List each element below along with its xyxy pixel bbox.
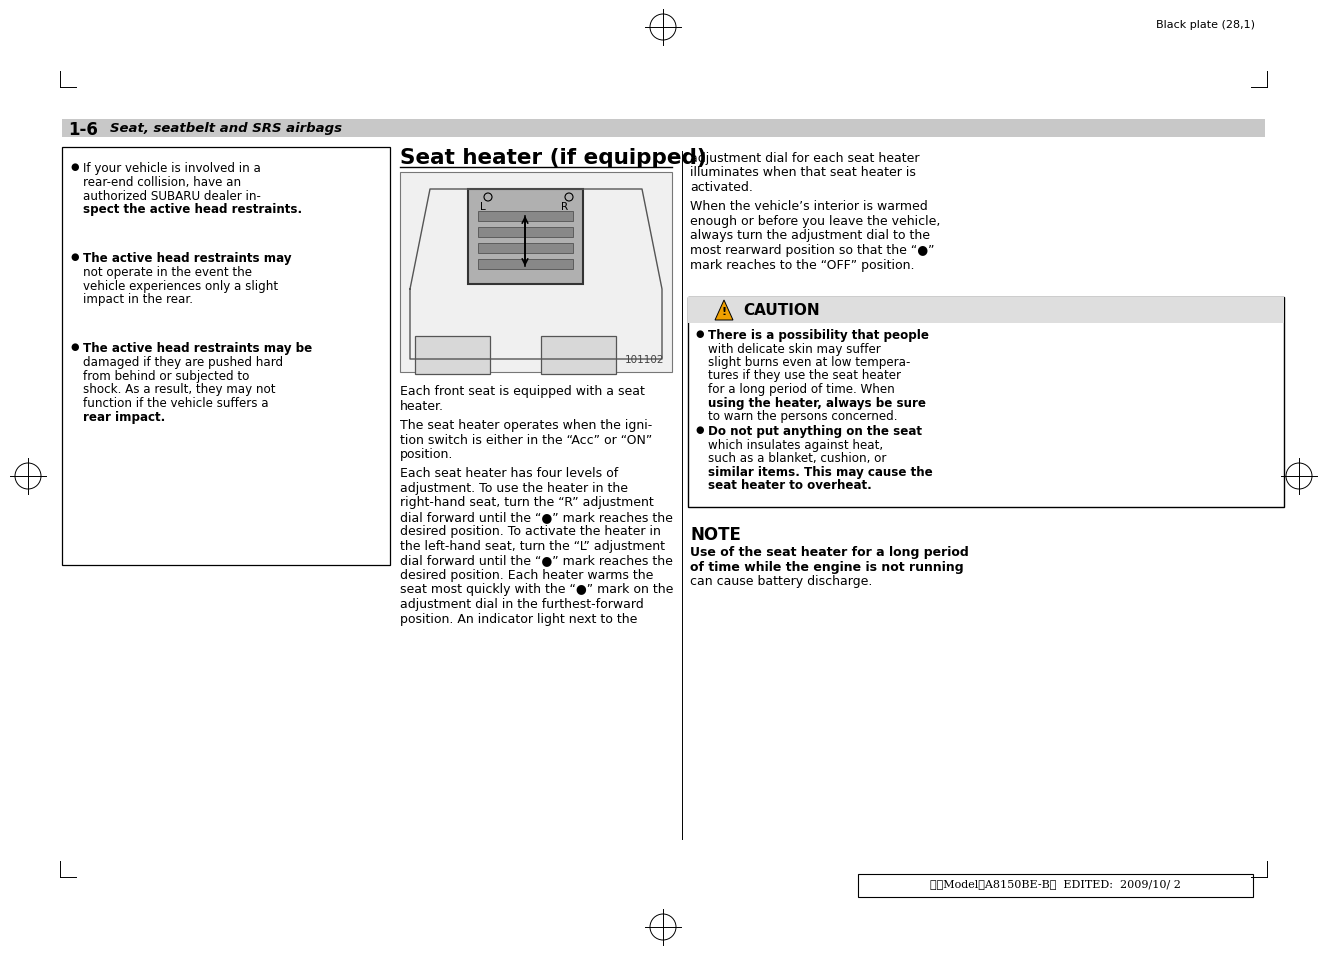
Text: of time while the engine is not running: of time while the engine is not running [690, 560, 963, 573]
Text: dial forward until the “●” mark reaches the: dial forward until the “●” mark reaches … [399, 554, 673, 567]
Text: function if the vehicle suffers a: function if the vehicle suffers a [84, 396, 268, 410]
Text: vehicle experiences only a slight: vehicle experiences only a slight [84, 279, 279, 293]
Text: adjustment. To use the heater in the: adjustment. To use the heater in the [399, 481, 628, 495]
Text: seat most quickly with the “●” mark on the: seat most quickly with the “●” mark on t… [399, 583, 673, 596]
Text: slight burns even at low tempera-: slight burns even at low tempera- [709, 355, 910, 369]
Text: with delicate skin may suffer: with delicate skin may suffer [709, 342, 881, 355]
Text: not operate in the event the: not operate in the event the [84, 266, 252, 278]
Text: Do not put anything on the seat: Do not put anything on the seat [709, 425, 922, 438]
Text: Each seat heater has four levels of: Each seat heater has four levels of [399, 467, 618, 480]
Text: rear-end collision, have an: rear-end collision, have an [84, 175, 242, 189]
Polygon shape [715, 301, 733, 320]
Bar [541, 336, 616, 375]
Text: seat heater to overheat.: seat heater to overheat. [709, 479, 872, 492]
Text: 1-6: 1-6 [68, 121, 98, 139]
Text: similar items. This may cause the: similar items. This may cause the [709, 465, 933, 478]
Text: spect the active head restraints.: spect the active head restraints. [84, 203, 303, 216]
Text: the left-hand seat, turn the “L” adjustment: the left-hand seat, turn the “L” adjustm… [399, 539, 665, 553]
Bar [62, 148, 390, 565]
Text: tures if they use the seat heater: tures if they use the seat heater [709, 369, 901, 382]
Bar [415, 336, 490, 375]
Text: L: L [480, 202, 486, 212]
Text: from behind or subjected to: from behind or subjected to [84, 369, 249, 382]
Text: most rearward position so that the “●”: most rearward position so that the “●” [690, 244, 934, 256]
Bar [687, 297, 1285, 324]
Text: R: R [561, 202, 568, 212]
Text: heater.: heater. [399, 399, 445, 412]
Text: illuminates when that seat heater is: illuminates when that seat heater is [690, 167, 916, 179]
Text: enough or before you leave the vehicle,: enough or before you leave the vehicle, [690, 214, 941, 228]
Text: always turn the adjustment dial to the: always turn the adjustment dial to the [690, 230, 930, 242]
Text: The active head restraints may: The active head restraints may [84, 252, 292, 265]
Text: for a long period of time. When: for a long period of time. When [709, 382, 894, 395]
Text: position.: position. [399, 448, 454, 460]
Text: ●: ● [695, 425, 703, 435]
Text: NOTE: NOTE [690, 525, 740, 543]
Text: 北米Model（A8150BE-B）  EDITED:  2009/10/ 2: 北米Model（A8150BE-B） EDITED: 2009/10/ 2 [930, 878, 1181, 888]
Bar [478, 212, 573, 222]
Text: ●: ● [70, 162, 78, 172]
Text: There is a possibility that people: There is a possibility that people [709, 329, 929, 341]
Text: Seat heater (if equipped): Seat heater (if equipped) [399, 148, 707, 168]
Text: ●: ● [70, 341, 78, 352]
Bar [687, 297, 1285, 507]
Bar [468, 190, 583, 285]
Text: using the heater, always be sure: using the heater, always be sure [709, 396, 926, 409]
Text: right-hand seat, turn the “R” adjustment: right-hand seat, turn the “R” adjustment [399, 496, 654, 509]
Bar [399, 172, 671, 373]
Text: such as a blanket, cushion, or: such as a blanket, cushion, or [709, 452, 886, 465]
Text: which insulates against heat,: which insulates against heat, [709, 438, 884, 452]
Text: mark reaches to the “OFF” position.: mark reaches to the “OFF” position. [690, 258, 914, 272]
Bar [859, 874, 1253, 897]
Text: When the vehicle’s interior is warmed: When the vehicle’s interior is warmed [690, 200, 928, 213]
Text: The seat heater operates when the igni-: The seat heater operates when the igni- [399, 418, 653, 432]
Text: ●: ● [695, 329, 703, 338]
Text: Seat, seatbelt and SRS airbags: Seat, seatbelt and SRS airbags [110, 122, 342, 135]
Text: rear impact.: rear impact. [84, 411, 166, 423]
Text: ●: ● [70, 252, 78, 262]
Text: damaged if they are pushed hard: damaged if they are pushed hard [84, 355, 283, 369]
Text: adjustment dial in the furthest-forward: adjustment dial in the furthest-forward [399, 598, 644, 610]
Text: activated.: activated. [690, 181, 752, 193]
Text: tion switch is either in the “Acc” or “ON”: tion switch is either in the “Acc” or “O… [399, 433, 653, 446]
Text: position. An indicator light next to the: position. An indicator light next to the [399, 612, 637, 625]
Text: dial forward until the “●” mark reaches the: dial forward until the “●” mark reaches … [399, 511, 673, 523]
Text: CAUTION: CAUTION [743, 303, 820, 317]
Text: authorized SUBARU dealer in-: authorized SUBARU dealer in- [84, 190, 261, 202]
Bar [478, 244, 573, 253]
Bar [478, 228, 573, 237]
Bar [478, 260, 573, 270]
Text: The active head restraints may be: The active head restraints may be [84, 341, 312, 355]
Text: to warn the persons concerned.: to warn the persons concerned. [709, 410, 897, 422]
Text: adjustment dial for each seat heater: adjustment dial for each seat heater [690, 152, 920, 165]
Text: desired position. To activate the heater in: desired position. To activate the heater… [399, 525, 661, 537]
Bar [62, 120, 1265, 138]
Text: 101102: 101102 [625, 355, 664, 365]
Text: If your vehicle is involved in a: If your vehicle is involved in a [84, 162, 261, 174]
Text: impact in the rear.: impact in the rear. [84, 294, 192, 306]
Text: can cause battery discharge.: can cause battery discharge. [690, 575, 872, 587]
Text: Black plate (28,1): Black plate (28,1) [1156, 20, 1255, 30]
Text: desired position. Each heater warms the: desired position. Each heater warms the [399, 568, 653, 581]
Text: !: ! [722, 307, 727, 316]
Text: Use of the seat heater for a long period: Use of the seat heater for a long period [690, 545, 969, 558]
Text: shock. As a result, they may not: shock. As a result, they may not [84, 383, 276, 396]
Text: Each front seat is equipped with a seat: Each front seat is equipped with a seat [399, 385, 645, 397]
